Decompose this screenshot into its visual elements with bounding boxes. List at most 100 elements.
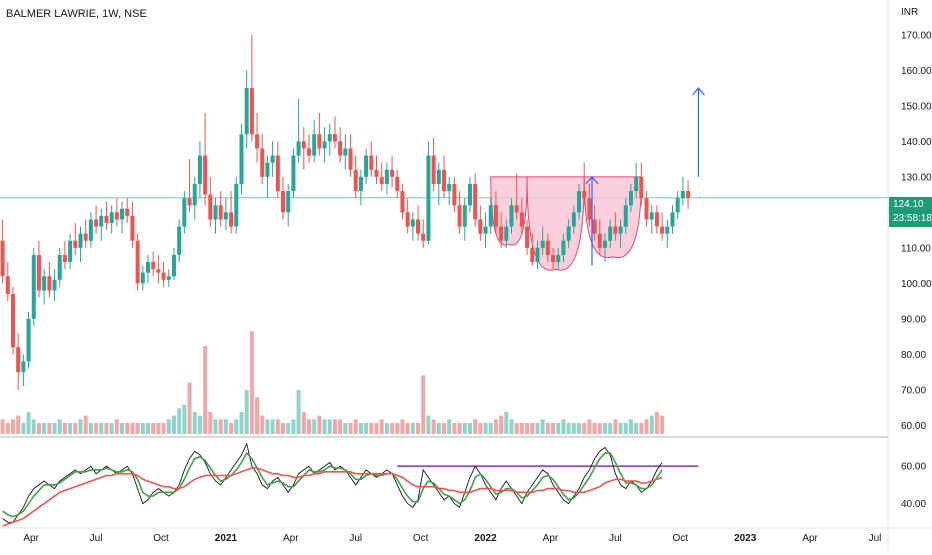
volume-bar [467, 423, 472, 434]
volume-bar [571, 423, 576, 434]
volume-bar [52, 423, 57, 434]
volume-bar [16, 415, 21, 434]
volume-bar [265, 419, 270, 434]
time-tick-label: 2021 [215, 533, 238, 544]
volume-bar [410, 423, 415, 434]
chart-title: BALMER LAWRIE, 1W, NSE [6, 8, 147, 20]
stoch-d-line [2, 451, 663, 518]
volume-bar [171, 415, 176, 434]
price-tick-label: 170.00 [901, 30, 932, 41]
candle-body [187, 198, 192, 206]
currency-label: INR [901, 7, 919, 18]
volume-bar [592, 423, 597, 434]
volume-bar [94, 423, 99, 434]
volume-bar [223, 419, 228, 434]
candle-body [275, 155, 280, 192]
time-tick-label: Jul [349, 533, 362, 544]
target-arrows-layer [585, 87, 705, 266]
time-tick-label: 2022 [474, 533, 497, 544]
candle-body [686, 191, 691, 199]
candle-body [416, 219, 421, 234]
candle-body [374, 169, 379, 177]
price-tick-label: 110.00 [901, 243, 931, 254]
volume-bar [644, 419, 649, 434]
volume-bar [338, 419, 343, 434]
time-tick-label: Jul [609, 533, 622, 544]
candle-body [286, 191, 291, 213]
candle-body [597, 233, 602, 248]
volume-bar [473, 419, 478, 434]
candle-body [499, 226, 504, 241]
price-tick-label: 100.00 [901, 279, 932, 290]
volume-bar [483, 423, 488, 434]
candle-body [384, 169, 389, 184]
volume-bar [405, 423, 410, 434]
candle-body [301, 141, 306, 149]
volume-bar [317, 415, 322, 434]
candle-body [660, 226, 665, 234]
target-arrow-head [692, 87, 705, 96]
volume-bar [447, 419, 452, 434]
last-price-value: 124.10 [893, 199, 924, 210]
candle-body [234, 183, 239, 227]
candle-body [556, 254, 561, 263]
candle-body [566, 226, 571, 241]
candle-body [571, 212, 576, 227]
volume-bar [213, 419, 218, 434]
candle-body [395, 176, 400, 192]
candle-body [192, 183, 197, 206]
candle-body [540, 240, 545, 248]
volume-bar [395, 423, 400, 434]
volume-bar [478, 423, 483, 434]
candle-body [332, 134, 337, 142]
candle-body [21, 361, 26, 373]
volume-bar [384, 423, 389, 434]
volume-bar [62, 423, 67, 434]
volume-bar [462, 423, 467, 434]
candle-body [135, 240, 140, 284]
candle-body [488, 205, 493, 227]
candle-body [26, 318, 31, 362]
volume-bar [577, 423, 582, 434]
volume-bar [488, 423, 493, 434]
candle-body [436, 169, 441, 184]
candle-body [291, 155, 296, 192]
volume-bar [255, 397, 260, 434]
time-tick-label: Jul [90, 533, 103, 544]
volume-bar [628, 419, 633, 434]
volume-bar [187, 382, 192, 434]
candle-body [327, 134, 332, 142]
volume-bar [431, 419, 436, 434]
volume-bar [426, 415, 431, 434]
volume-bar [654, 412, 659, 434]
candle-body [462, 205, 467, 227]
volume-bar [602, 423, 607, 434]
candle-body [213, 205, 218, 220]
candle-body [249, 88, 254, 135]
volume-bar [229, 423, 234, 434]
time-tick-label: Apr [283, 533, 299, 544]
volume-bar [296, 390, 301, 434]
candle-body [514, 205, 519, 213]
candle-body [405, 212, 410, 227]
candle-body [171, 254, 176, 277]
volume-bar [364, 423, 369, 434]
volume-bar [306, 419, 311, 434]
candle-body [109, 212, 114, 223]
candles-layer [0, 34, 691, 390]
volume-bar [151, 423, 156, 434]
volume-bar [582, 423, 587, 434]
volume-bar [452, 423, 457, 434]
volume-bar [88, 423, 93, 434]
volume-bar [104, 423, 109, 434]
candle-body [353, 169, 358, 192]
volume-bar [535, 423, 540, 434]
volume-bar [400, 419, 405, 434]
volume-bar [36, 423, 41, 434]
candle-body [473, 183, 478, 220]
candle-body [255, 134, 260, 149]
candle-body [197, 155, 202, 184]
candle-body [623, 205, 628, 227]
candle-body [260, 148, 265, 177]
candle-body [364, 155, 369, 177]
